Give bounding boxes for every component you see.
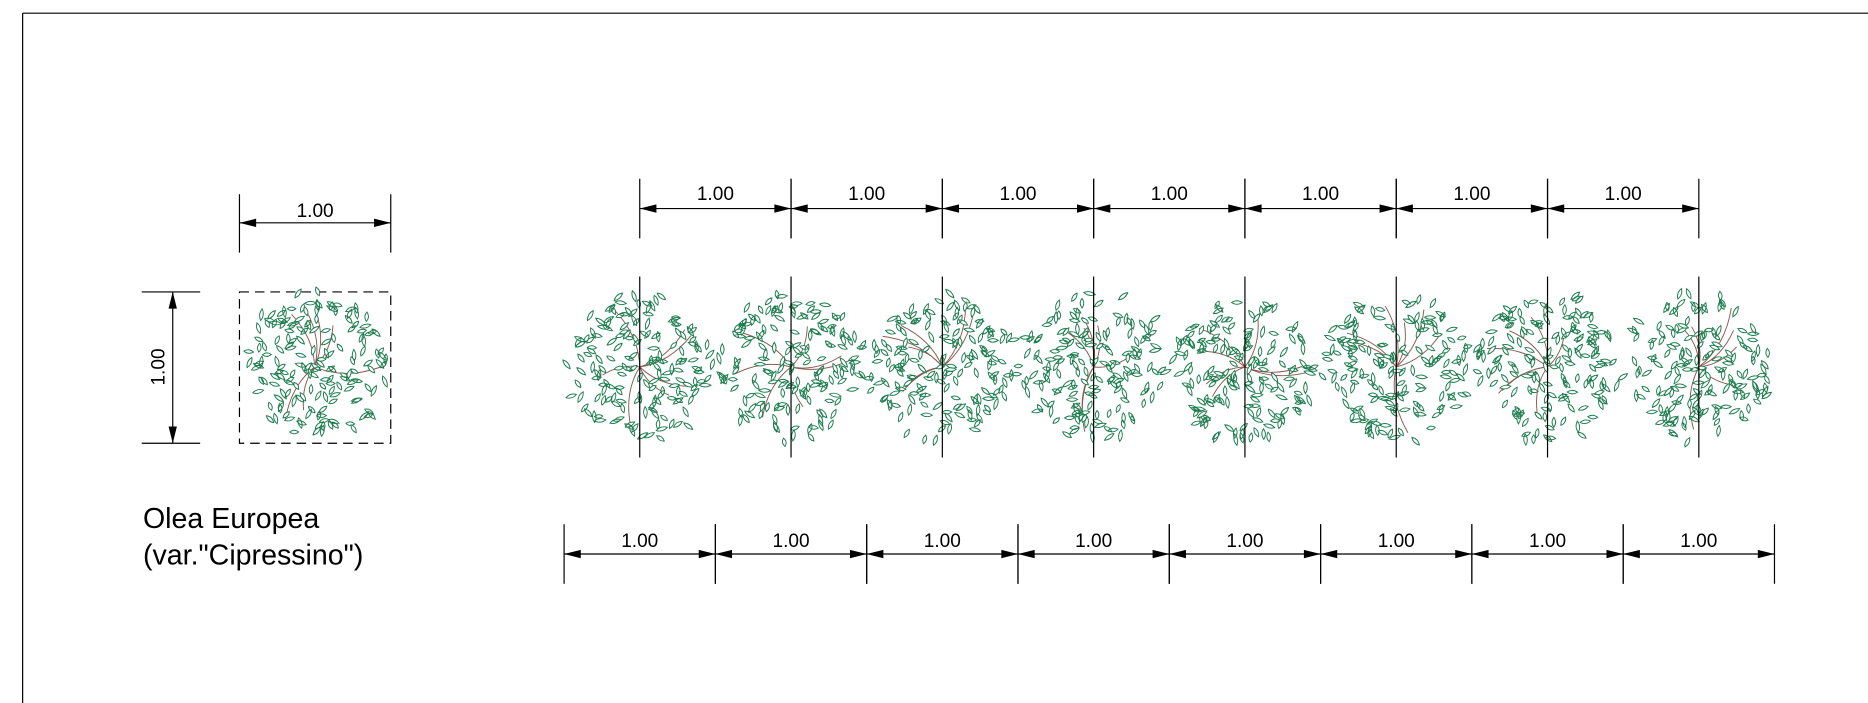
- dimension-arrow: [1169, 549, 1186, 559]
- dimension-label: 1.00: [297, 201, 334, 222]
- tree-foliage: [1013, 291, 1172, 444]
- dimension-label: 1.00: [1302, 184, 1339, 205]
- dimension-label: 1.00: [924, 531, 961, 552]
- dimension-label: 1.00: [1680, 531, 1717, 552]
- dimension-label: 1.00: [1226, 531, 1263, 552]
- dimension-arrow: [374, 218, 391, 228]
- dimension-label: 1.00: [848, 184, 885, 205]
- dimension-label: 1.00: [1075, 531, 1112, 552]
- tree-foliage: [716, 289, 868, 448]
- dimension-arrow: [1228, 204, 1245, 213]
- dimension-arrow: [1379, 204, 1397, 213]
- dimension-label: 1.00: [1151, 184, 1188, 205]
- tree-branches: [733, 326, 859, 418]
- dimension-arrow: [698, 549, 716, 559]
- dimension-arrow: [168, 291, 177, 309]
- dimension-arrow: [1530, 204, 1548, 213]
- dimension-arrow: [564, 549, 581, 559]
- dimension-label: 1.00: [999, 184, 1036, 205]
- dimension-arrow: [1396, 204, 1413, 213]
- dimension-arrow: [168, 426, 177, 444]
- dimension-label: 1.00: [148, 348, 169, 385]
- dimension-arrow: [715, 549, 733, 559]
- dimension-arrow: [1001, 549, 1018, 559]
- dimension-arrow: [1076, 204, 1094, 213]
- tree-foliage: [243, 286, 388, 438]
- dimension-arrow: [1303, 549, 1321, 559]
- dimension-arrow: [791, 204, 808, 213]
- dimension-label: 1.00: [773, 531, 810, 552]
- dimension-label: 1.00: [697, 184, 734, 205]
- dimension-arrow: [1244, 204, 1262, 213]
- dimension-arrow: [1455, 549, 1472, 559]
- dimension-arrow: [774, 204, 792, 213]
- dimension-arrow: [925, 204, 943, 213]
- tree-branches: [882, 305, 975, 393]
- dimension-label: 1.00: [1378, 531, 1415, 552]
- tree-foliage: [562, 289, 715, 442]
- plant-variety: (var."Cipressino"): [143, 540, 363, 572]
- dimension-label: 1.00: [1453, 184, 1490, 205]
- plant-name: Olea Europea: [143, 503, 319, 535]
- dimension-arrow: [1320, 549, 1338, 559]
- dimension-arrow: [1623, 549, 1640, 559]
- dimension-arrow: [1152, 549, 1170, 559]
- dimension-label: 1.00: [1529, 531, 1566, 552]
- dimension-arrow: [1017, 549, 1035, 559]
- dimension-arrow: [1682, 204, 1699, 213]
- dimension-label: 1.00: [1605, 184, 1642, 205]
- dimension-arrow: [639, 204, 657, 213]
- plant-extent: [238, 291, 392, 444]
- dimension-arrow: [1093, 204, 1111, 213]
- dimension-arrow: [1757, 549, 1775, 559]
- dimension-arrow: [1547, 204, 1565, 213]
- dimension-arrow: [1606, 549, 1624, 559]
- tree-branches: [284, 312, 381, 421]
- dimension-arrow: [239, 218, 257, 228]
- dimension-arrow: [942, 204, 960, 213]
- dimension-arrow: [866, 549, 884, 559]
- dimension-arrow: [1471, 549, 1489, 559]
- dimension-label: 1.00: [621, 531, 658, 552]
- tree-foliage: [1318, 294, 1473, 446]
- tree-foliage: [1168, 300, 1319, 447]
- tree-foliage: [1472, 291, 1629, 447]
- dimension-arrow: [850, 549, 867, 559]
- tree-foliage: [1626, 287, 1773, 448]
